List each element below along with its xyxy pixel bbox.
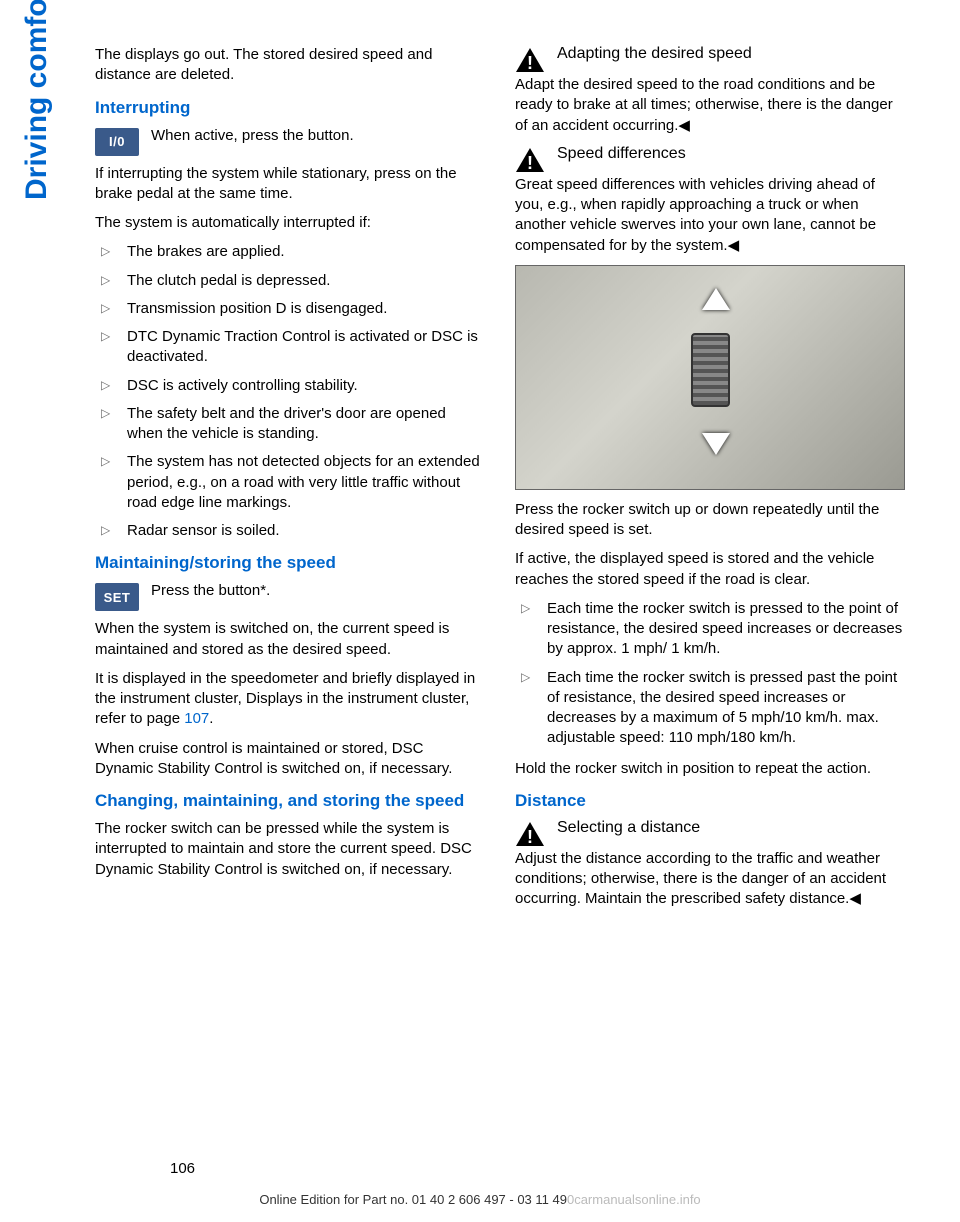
set-button-desc: Press the button*. bbox=[151, 581, 270, 601]
list-item: DTC Dynamic Traction Control is activate… bbox=[95, 327, 485, 368]
heading-changing: Changing, maintaining, and storing the s… bbox=[95, 791, 485, 811]
section-side-label: Driving comfort bbox=[20, 0, 54, 200]
list-item: The safety belt and the driver's door ar… bbox=[95, 404, 485, 445]
heading-maintaining: Maintaining/storing the speed bbox=[95, 553, 485, 573]
warning-text: Speed differences bbox=[557, 145, 686, 163]
warning-distance: ! Selecting a distance bbox=[515, 819, 905, 847]
heading-interrupting: Interrupting bbox=[95, 98, 485, 118]
interrupting-list: The brakes are applied. The clutch pedal… bbox=[95, 242, 485, 541]
set-button-icon: SET bbox=[95, 583, 139, 611]
arrow-down-icon bbox=[702, 433, 730, 455]
page-number: 106 bbox=[170, 1160, 195, 1177]
svg-text:!: ! bbox=[527, 53, 533, 73]
fig-desc-1: Press the rocker switch up or down repea… bbox=[515, 500, 905, 541]
page-content: The displays go out. The stored desired … bbox=[95, 45, 905, 919]
warning-text: Selecting a distance bbox=[557, 819, 700, 837]
warning-icon: ! bbox=[515, 821, 545, 847]
rocker-switch-figure bbox=[515, 265, 905, 490]
warning-text: Adapting the desired speed bbox=[557, 45, 752, 63]
footer-text: Online Edition for Part no. 01 40 2 606 … bbox=[0, 1192, 960, 1207]
maintaining-p1: When the system is switched on, the curr… bbox=[95, 619, 485, 660]
maintaining-p2: It is displayed in the speedometer and b… bbox=[95, 669, 485, 730]
list-item: The system has not detected objects for … bbox=[95, 452, 485, 513]
warning-icon: ! bbox=[515, 147, 545, 173]
list-item: Each time the rocker switch is pressed t… bbox=[515, 599, 905, 660]
maintaining-p3: When cruise control is maintained or sto… bbox=[95, 739, 485, 780]
warning-adapting: ! Adapting the desired speed bbox=[515, 45, 905, 73]
io-button-icon: I/0 bbox=[95, 128, 139, 156]
changing-p1: The rocker switch can be pressed while t… bbox=[95, 819, 485, 880]
list-item: The brakes are applied. bbox=[95, 242, 485, 262]
set-button-row: SET Press the button*. bbox=[95, 581, 485, 611]
warning-icon: ! bbox=[515, 47, 545, 73]
arrow-up-icon bbox=[702, 288, 730, 310]
footer-watermark: 0carmanualsonline.info bbox=[567, 1192, 701, 1207]
warning-speed-diff: ! Speed differences bbox=[515, 145, 905, 173]
list-item: DSC is actively controlling stability. bbox=[95, 376, 485, 396]
list-item: The clutch pedal is depressed. bbox=[95, 271, 485, 291]
interrupting-p2: The system is automatically interrupted … bbox=[95, 213, 485, 233]
maintaining-p2b: . bbox=[209, 710, 213, 727]
rocker-list: Each time the rocker switch is pressed t… bbox=[515, 599, 905, 749]
warning-title: Speed differences bbox=[557, 145, 686, 162]
hold-text: Hold the rocker switch in position to re… bbox=[515, 759, 905, 779]
heading-distance: Distance bbox=[515, 791, 905, 811]
page-link-107[interactable]: 107 bbox=[184, 710, 209, 727]
intro-text: The displays go out. The stored desired … bbox=[95, 45, 485, 86]
list-item: Each time the rocker switch is pressed p… bbox=[515, 668, 905, 749]
warning-title: Selecting a distance bbox=[557, 819, 700, 836]
io-button-desc: When active, press the button. bbox=[151, 126, 354, 146]
warning-body: Adapt the desired speed to the road cond… bbox=[515, 75, 905, 136]
left-column: The displays go out. The stored desired … bbox=[95, 45, 485, 919]
warning-body: Adjust the distance according to the tra… bbox=[515, 849, 905, 910]
svg-text:!: ! bbox=[527, 153, 533, 173]
list-item: Radar sensor is soiled. bbox=[95, 521, 485, 541]
fig-desc-2: If active, the displayed speed is stored… bbox=[515, 549, 905, 590]
io-button-row: I/0 When active, press the button. bbox=[95, 126, 485, 156]
svg-text:!: ! bbox=[527, 827, 533, 847]
warning-title: Adapting the desired speed bbox=[557, 45, 752, 62]
maintaining-p2a: It is displayed in the speedometer and b… bbox=[95, 670, 475, 728]
list-item: Transmission position D is disengaged. bbox=[95, 299, 485, 319]
warning-body: Great speed differences with vehicles dr… bbox=[515, 175, 905, 256]
interrupting-p1: If interrupting the system while station… bbox=[95, 164, 485, 205]
footer-part: Online Edition for Part no. 01 40 2 606 … bbox=[259, 1192, 567, 1207]
right-column: ! Adapting the desired speed Adapt the d… bbox=[515, 45, 905, 919]
